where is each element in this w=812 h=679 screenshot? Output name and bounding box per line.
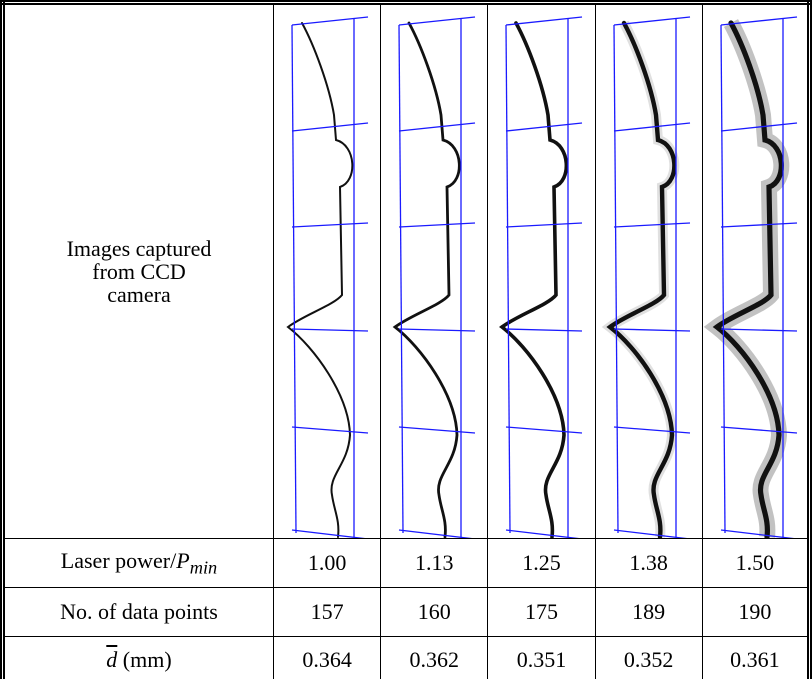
data-row: No. of data points 157 160 175 189 190 <box>2 587 811 637</box>
frame-line <box>291 122 369 132</box>
image-row: Images captured from CCD camera <box>2 2 811 539</box>
frame-line <box>291 24 297 534</box>
value-cell: 190 <box>701 587 811 637</box>
value-cell: 1.25 <box>487 538 596 588</box>
frame-line <box>291 529 366 538</box>
edge-curve <box>392 21 461 538</box>
frame-line <box>506 16 583 26</box>
frame-line <box>613 16 690 26</box>
edge-curve <box>712 20 784 538</box>
frame-line <box>291 328 369 332</box>
frame-line <box>720 24 726 534</box>
frame-line <box>613 529 687 538</box>
value-cell: 1.38 <box>594 538 703 588</box>
frame-line <box>720 16 797 26</box>
frame-line <box>506 426 583 434</box>
value-cell: 0.364 <box>272 636 382 679</box>
data-row: Laser power/Pmin 1.00 1.13 1.25 1.38 1.50 <box>2 538 811 588</box>
value-cell: 0.352 <box>594 636 703 679</box>
edge-curve <box>286 22 354 538</box>
ccd-image <box>392 16 476 538</box>
frame-line <box>291 426 369 434</box>
edge-curve <box>605 20 677 538</box>
frame-line <box>506 529 580 538</box>
frame-line <box>720 426 797 434</box>
image-cell <box>701 2 811 539</box>
label-text: Laser power/ <box>60 547 177 573</box>
value-cell: 1.00 <box>272 538 382 588</box>
label-text: (mm) <box>117 647 172 673</box>
frame-line <box>720 328 797 332</box>
value-cell: 1.13 <box>380 538 489 588</box>
frame-line <box>399 529 473 538</box>
ccd-image <box>601 16 690 538</box>
frame-line <box>506 328 583 332</box>
frame-line <box>613 426 690 434</box>
value-cell: 0.351 <box>487 636 596 679</box>
frame-line <box>291 222 369 228</box>
frame-line <box>506 122 583 132</box>
value-cell: 157 <box>272 587 382 637</box>
frame-line <box>505 24 512 534</box>
frame-line <box>399 328 476 332</box>
image-cell <box>272 2 382 539</box>
frame-line <box>720 122 797 132</box>
row-label: Laser power/Pmin <box>2 538 274 588</box>
value-cell: 175 <box>487 587 596 637</box>
image-cell <box>594 2 703 539</box>
value-cell: 0.362 <box>380 636 489 679</box>
label-text: Images captured from CCD camera <box>66 235 212 308</box>
frame-line <box>720 529 794 538</box>
ccd-image <box>499 16 583 538</box>
frame-line <box>613 328 690 332</box>
frame-line <box>612 24 619 534</box>
frame-line <box>720 222 797 228</box>
label-symbol: P <box>176 547 190 573</box>
frame-line <box>399 16 476 26</box>
label-subscript: min <box>189 557 218 578</box>
image-cell <box>487 2 596 539</box>
row-label: d (mm) <box>2 636 274 679</box>
image-cell <box>380 2 489 539</box>
value-cell: 189 <box>594 587 703 637</box>
frame-line <box>506 222 583 228</box>
edge-curve <box>499 21 569 538</box>
row-label: Images captured from CCD camera <box>2 2 274 539</box>
ccd-image <box>703 16 797 538</box>
value-cell: 1.50 <box>701 538 811 588</box>
ccd-image <box>286 16 369 538</box>
value-cell: 160 <box>380 587 489 637</box>
frame-line <box>291 16 369 26</box>
frame-line <box>613 222 690 228</box>
frame-line <box>398 24 404 534</box>
row-label: No. of data points <box>2 587 274 637</box>
frame-line <box>399 222 476 228</box>
frame-line <box>399 122 476 132</box>
data-row: d (mm) 0.364 0.362 0.351 0.352 0.361 <box>2 636 811 679</box>
label-symbol: d <box>106 647 118 673</box>
label-text: No. of data points <box>60 599 218 625</box>
frame-line <box>613 122 690 132</box>
frame-line <box>399 426 476 434</box>
value-cell: 0.361 <box>701 636 811 679</box>
